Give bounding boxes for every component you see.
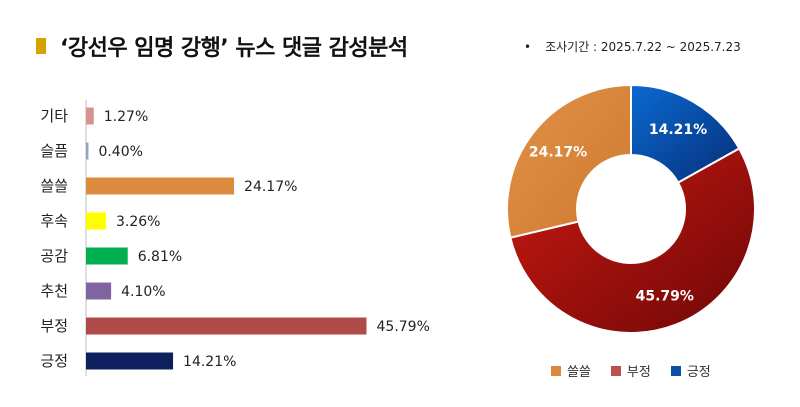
donut-slice-1 [630,83,741,184]
bar-value-label: 14.21% [183,354,236,370]
bar-category-label: 기타 [40,107,68,125]
legend-item: 쓸쓸 [551,361,591,380]
bar-category-label: 후속 [40,212,68,230]
bar-4 [86,212,106,230]
bar-category-label: 부정 [40,317,68,335]
bar-value-label: 6.81% [138,249,182,265]
bar-value-label: 24.17% [244,179,297,195]
donut-legend: 쓸쓸 부정 긍정 [551,361,711,380]
bar-value-label: 1.27% [104,109,148,125]
donut-slice-label: 45.79% [636,289,694,305]
bar-category-label: 쓸쓸 [40,177,68,195]
bar-7 [86,317,367,335]
bar-6 [86,282,112,300]
legend-swatch [670,365,681,376]
bar-value-label: 0.40% [98,144,142,160]
donut-slice-2 [509,147,756,334]
legend-swatch [551,365,561,376]
legend-label: 쓸쓸 [567,365,591,380]
bar-value-label: 4.10% [121,284,165,300]
bar-2 [86,142,89,160]
bar-category-label: 공감 [40,247,68,265]
legend-item: 긍정 [670,361,711,380]
period-bullet: • [524,40,532,54]
period-text: 조사기간 : 2025.7.22 ~ 2025.7.23 [545,40,741,54]
bar-value-label: 45.79% [377,319,430,335]
survey-period: • 조사기간 : 2025.7.22 ~ 2025.7.23 [524,38,741,55]
bar-category-label: 추천 [40,282,68,300]
legend-label: 부정 [626,365,651,380]
donut-slice-3 [506,83,632,239]
donut-slice-label: 14.21% [649,122,707,138]
donut-slice-label: 24.17% [529,144,587,160]
title-marker [36,38,46,54]
bar-value-label: 3.26% [116,214,160,230]
bar-5 [86,247,128,265]
bar-category-label: 슬픔 [40,142,68,160]
legend-item: 부정 [610,361,651,380]
bar-category-label: 긍정 [40,352,68,370]
bar-3 [86,177,235,195]
page-title: ‘강선우 임명 강행’ 뉴스 댓글 감성분석 [60,36,408,61]
legend-label: 긍정 [686,365,711,380]
bar-8 [86,352,174,370]
bar-1 [86,107,94,125]
legend-swatch [610,365,621,376]
